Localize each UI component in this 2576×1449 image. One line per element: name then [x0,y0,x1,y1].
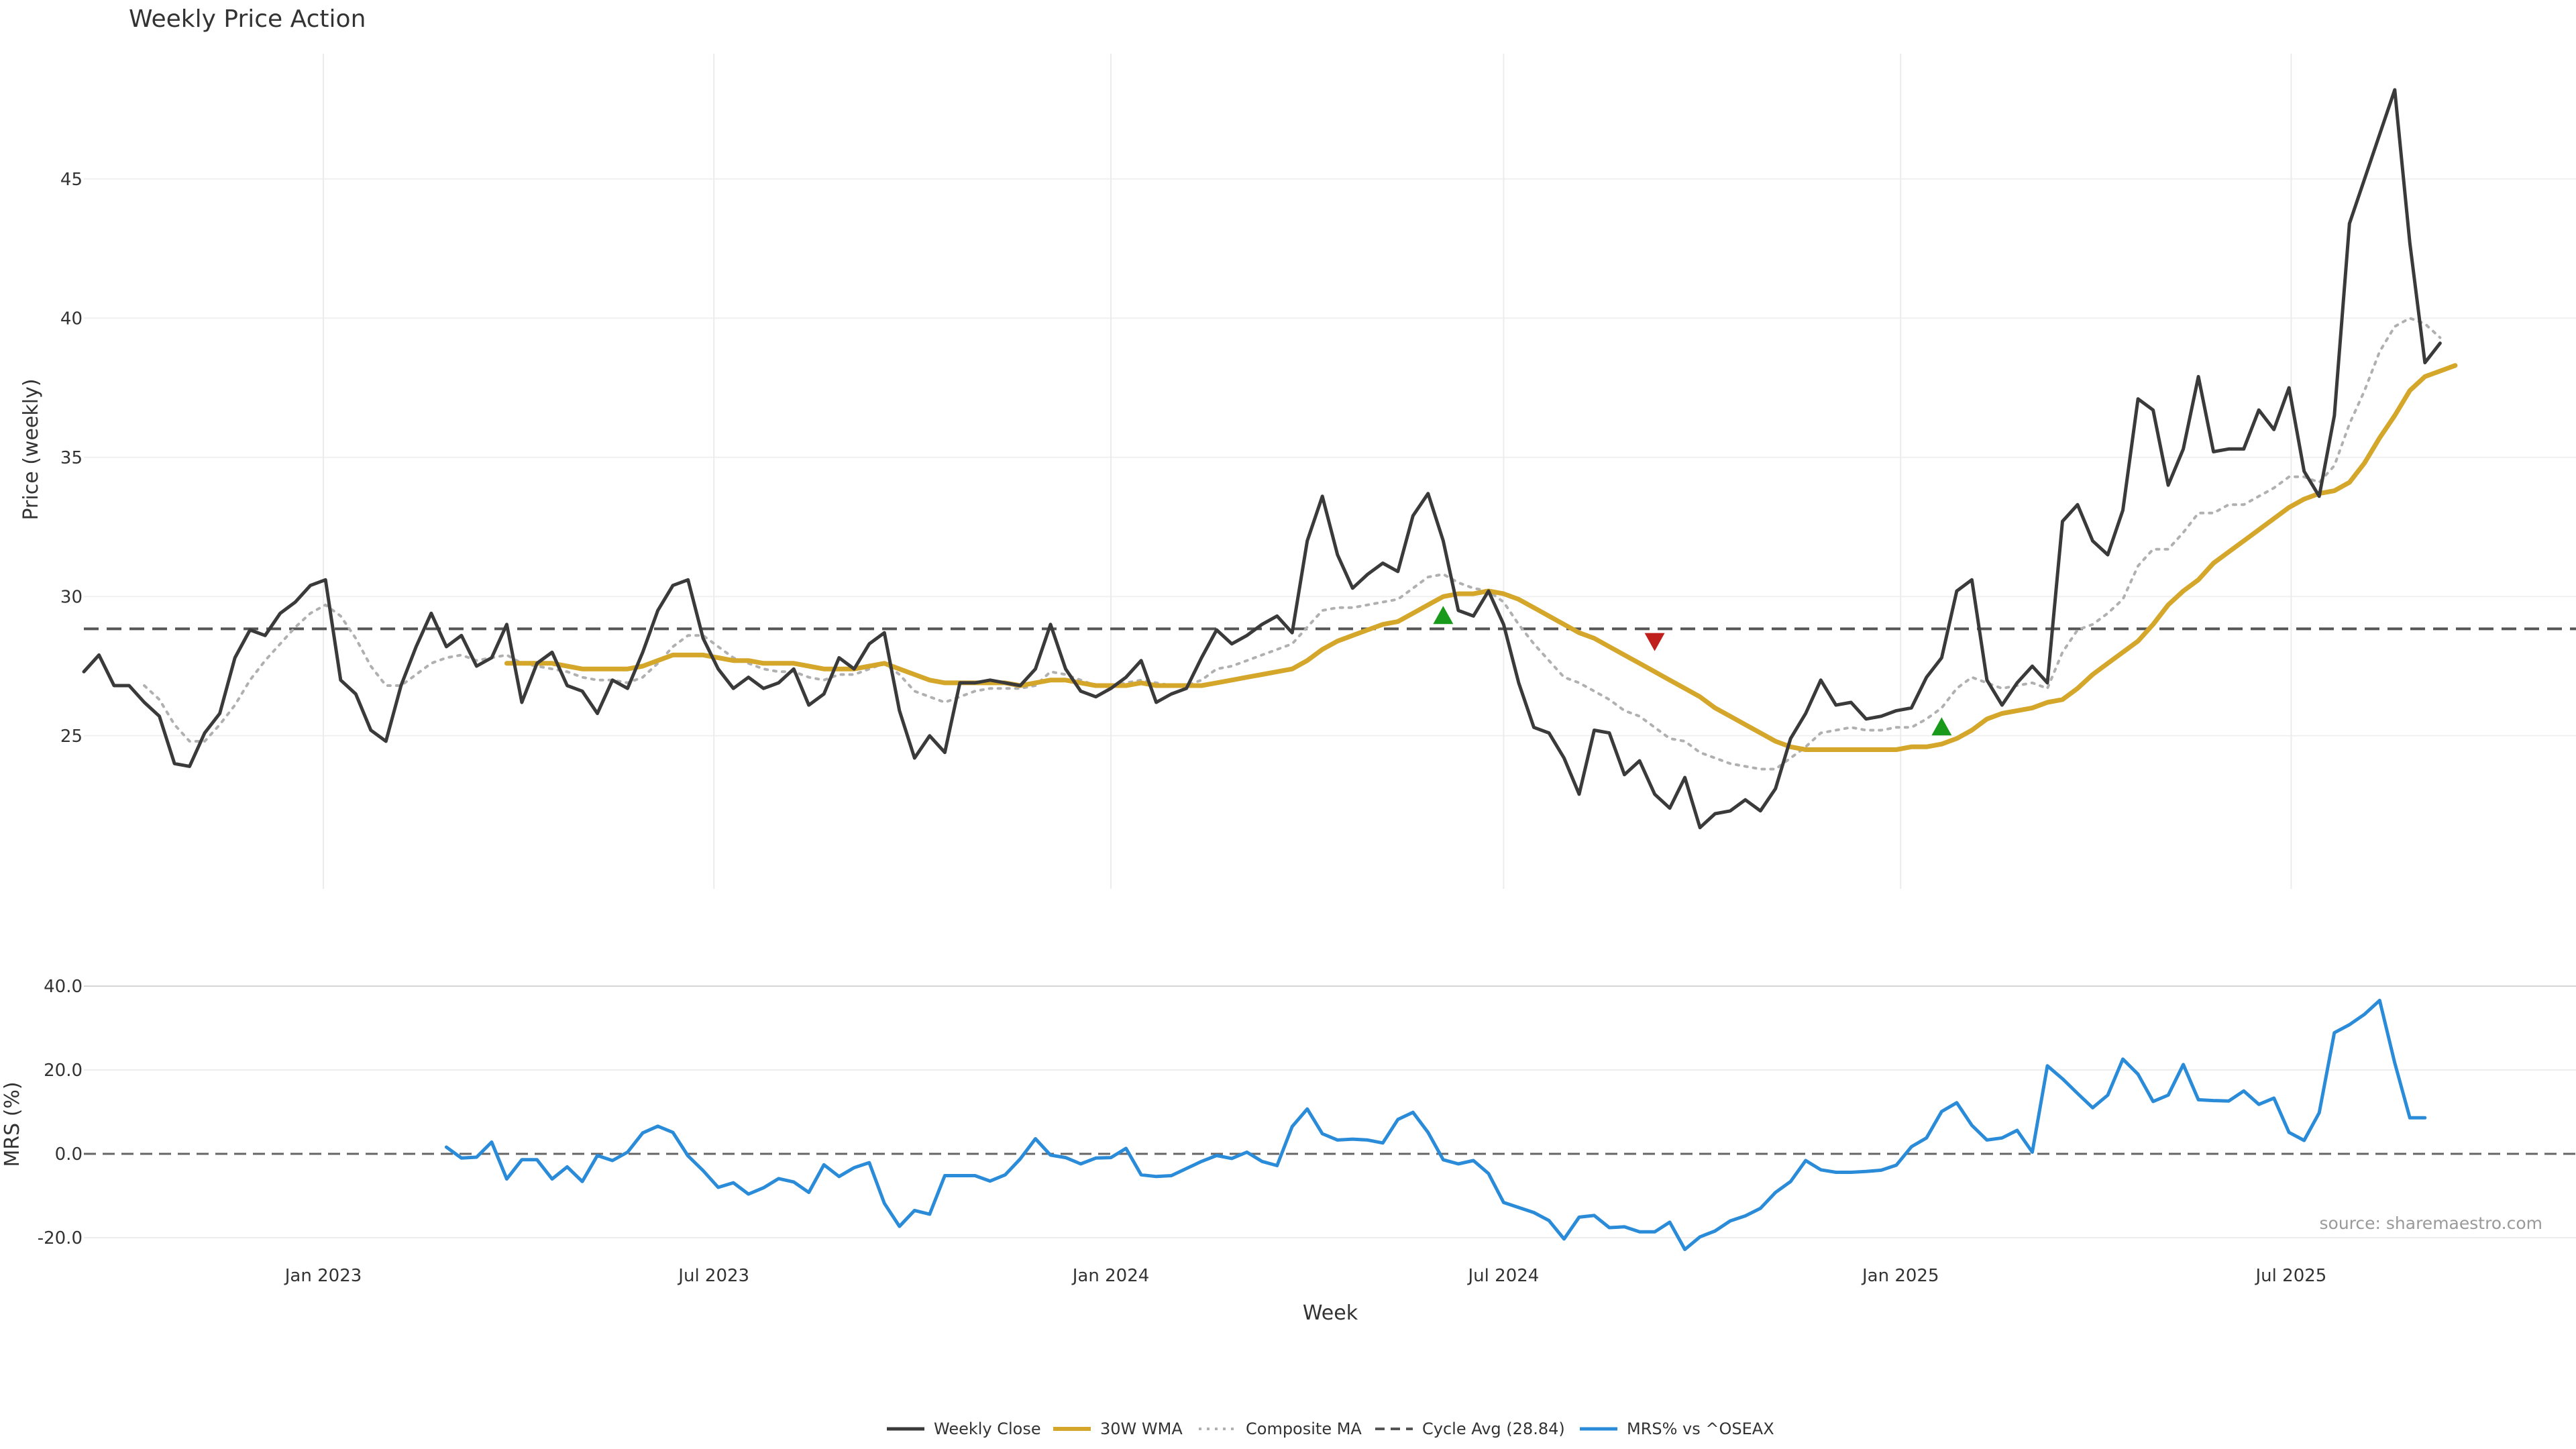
legend: Weekly Close 30W WMA Composite MA Cycle Avg… [887,1419,1774,1438]
legend-label: Weekly Close [934,1419,1041,1438]
x-tick-label: Jan 2023 [284,1266,362,1286]
price-y-tick-label: 40 [60,309,83,329]
series-mrs-vs-oseax [444,998,2427,1251]
mrs-y-ticks: 40.0 20.0 0.0 -20.0 [38,977,83,1248]
price-y-tick-label: 45 [60,170,83,190]
x-tick-label: Jan 2025 [1861,1266,1939,1286]
price-y-ticks: 25 30 35 40 45 [60,170,83,747]
price-grid [84,54,2576,889]
price-y-tick-label: 30 [60,587,83,607]
x-tick-label: Jan 2024 [1071,1266,1150,1286]
legend-item-weekly-close: Weekly Close [887,1419,1041,1438]
price-series-layer [82,88,2576,830]
x-axis-label: Week [1303,1301,1358,1325]
buy-signal-marker [1931,717,1952,736]
price-y-axis-label: Price (weekly) [19,378,43,520]
source-note: source: sharemaestro.com [2320,1214,2543,1233]
mrs-y-axis-label: MRS (%) [1,1081,24,1167]
mrs-y-tick-label: 40.0 [44,977,83,997]
x-tick-label: Jul 2023 [677,1266,749,1286]
legend-item-cycle-avg-28-84: Cycle Avg (28.84) [1375,1419,1565,1438]
legend-label: Composite MA [1246,1419,1362,1438]
mrs-y-tick-label: -20.0 [38,1228,83,1248]
legend-item-mrs-vs-oseax: MRS% vs ^OSEAX [1580,1419,1774,1438]
price-y-tick-label: 35 [60,448,83,468]
legend-item-30w-wma: 30W WMA [1053,1419,1183,1438]
mrs-y-tick-label: 0.0 [55,1144,83,1165]
series-30w-wma [504,363,2458,752]
mrs-series-layer [444,998,2427,1251]
legend-label: MRS% vs ^OSEAX [1627,1419,1774,1438]
x-tick-label: Jul 2025 [2255,1266,2327,1286]
price-markers-layer [1433,606,1952,736]
x-ticks: Jan 2023 Jul 2023 Jan 2024 Jul 2024 Jan 2025… [284,1266,2327,1286]
series-weekly-close [82,88,2442,830]
legend-item-composite-ma: Composite MA [1199,1419,1362,1438]
legend-label: Cycle Avg (28.84) [1422,1419,1565,1438]
legend-label: 30W WMA [1100,1419,1183,1438]
mrs-y-tick-label: 20.0 [44,1061,83,1081]
buy-signal-marker [1433,606,1454,625]
chart-title: Weekly Price Action [129,5,366,33]
mrs-grid [84,985,2576,1238]
sell-signal-marker [1644,633,1665,651]
price-y-tick-label: 25 [60,727,83,747]
x-tick-label: Jul 2024 [1467,1266,1540,1286]
